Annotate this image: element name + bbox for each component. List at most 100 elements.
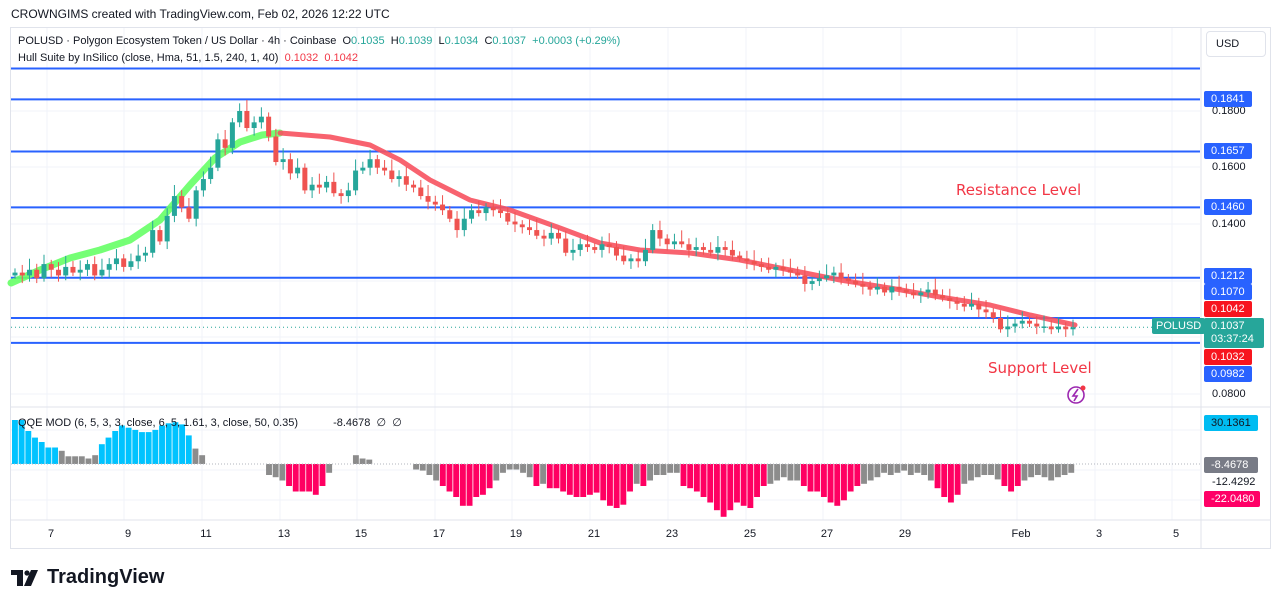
qqe-bar	[680, 464, 687, 486]
oscillator-legend[interactable]: QQE MOD (6, 5, 3, 3, close, 6, 5, 1.61, …	[18, 416, 402, 429]
candle-body	[1048, 326, 1054, 330]
candle-body	[229, 122, 235, 148]
qqe-bar	[125, 427, 132, 464]
level-tag: 0.1657	[1204, 143, 1252, 159]
candle-body	[606, 244, 612, 248]
candle-body	[570, 249, 576, 253]
symbol-legend[interactable]: POLUSD · Polygon Ecosystem Token / US Do…	[18, 35, 621, 47]
candle-body	[237, 111, 243, 123]
level-tag: 0.0982	[1204, 366, 1252, 382]
qqe-bar	[85, 458, 92, 464]
qqe-bar	[266, 464, 272, 475]
time-tick: 7	[47, 528, 55, 540]
price-tick: 0.1600	[1212, 161, 1246, 173]
qqe-bar	[112, 431, 119, 464]
candle-body	[295, 167, 301, 174]
candle-body	[287, 159, 293, 174]
candle-body	[780, 266, 786, 270]
candle-body	[338, 193, 344, 197]
qqe-bar	[540, 464, 547, 484]
qqe-bar	[1034, 464, 1041, 475]
candle-body	[222, 139, 228, 148]
qqe-bar	[506, 464, 513, 470]
indicator-name[interactable]: Hull Suite by InSilico (close, Hma, 51, …	[18, 52, 279, 64]
qqe-bar	[1068, 464, 1075, 473]
tradingview-logo[interactable]: TradingView	[11, 566, 164, 589]
qqe-bar	[500, 464, 506, 473]
candle-body	[700, 247, 706, 250]
candle-body	[454, 218, 460, 231]
low-value: 0.1034	[444, 35, 479, 47]
qqe-bar	[867, 464, 874, 481]
candle-body	[802, 275, 808, 284]
candle-body	[215, 139, 221, 168]
candle-body	[599, 244, 605, 250]
qqe-bar	[814, 464, 821, 492]
candle-body	[918, 292, 924, 296]
qqe-bar	[660, 464, 667, 475]
candle-body	[1070, 327, 1076, 330]
candle-body	[860, 283, 866, 287]
chart-frame[interactable]	[10, 27, 1271, 549]
qqe-bar	[566, 464, 573, 495]
candle-body	[961, 303, 967, 307]
candle-body	[715, 247, 721, 253]
candle-body	[179, 196, 185, 208]
candle-body	[671, 241, 677, 245]
time-tick: 23	[665, 528, 679, 540]
qqe-bar	[647, 464, 654, 481]
qqe-bar	[1014, 464, 1021, 486]
candle-body	[324, 181, 330, 188]
qqe-bar	[453, 464, 460, 497]
qqe-bar	[934, 464, 941, 489]
candle-body	[831, 272, 837, 276]
indicator-value-2: 0.1042	[324, 52, 359, 64]
candle-body	[142, 252, 148, 256]
candle-body	[164, 215, 170, 242]
candle-body	[483, 207, 489, 214]
qqe-bar	[754, 464, 760, 497]
candle-body	[440, 204, 446, 211]
candle-body	[990, 312, 996, 318]
oscillator-name[interactable]: QQE MOD (6, 5, 3, 3, close, 6, 5, 1.61, …	[18, 417, 299, 429]
qqe-bar	[1041, 464, 1048, 478]
candle-body	[882, 286, 888, 293]
candle-body	[563, 238, 569, 253]
candle-body	[367, 159, 373, 168]
candle-body	[889, 286, 895, 293]
qqe-bar	[179, 424, 186, 464]
current-price-tag: 0.1037 03:37:24	[1204, 318, 1264, 348]
qqe-bar	[573, 464, 580, 497]
time-tick: Feb	[1011, 528, 1031, 540]
candle-body	[555, 232, 561, 239]
qqe-bar	[800, 464, 807, 486]
currency-button[interactable]: USD	[1206, 31, 1266, 57]
candle-body	[657, 230, 663, 239]
candle-body	[12, 272, 18, 276]
qqe-bar	[713, 464, 720, 511]
qqe-bar	[760, 464, 767, 486]
qqe-bar	[486, 464, 493, 489]
indicator-legend[interactable]: Hull Suite by InSilico (close, Hma, 51, …	[18, 52, 358, 64]
candle-body	[911, 292, 917, 296]
candle-body	[1063, 326, 1069, 330]
qqe-bar	[433, 464, 440, 481]
qqe-bar	[620, 464, 627, 505]
qqe-bar	[306, 464, 313, 492]
candle-body	[469, 210, 475, 219]
qqe-bar	[533, 464, 540, 486]
candle-body	[650, 230, 656, 250]
candle-body	[70, 266, 76, 273]
qqe-bar	[58, 450, 65, 464]
candle-body	[758, 264, 764, 267]
candle-body	[1041, 326, 1047, 328]
qqe-bar	[473, 464, 480, 497]
qqe-bar	[693, 464, 700, 492]
candle-body	[135, 255, 141, 262]
candle-body	[635, 258, 641, 262]
qqe-bar	[546, 464, 553, 489]
qqe-bar	[493, 464, 500, 481]
candle-body	[548, 232, 554, 239]
symbol-line[interactable]: POLUSD · Polygon Ecosystem Token / US Do…	[18, 35, 337, 47]
